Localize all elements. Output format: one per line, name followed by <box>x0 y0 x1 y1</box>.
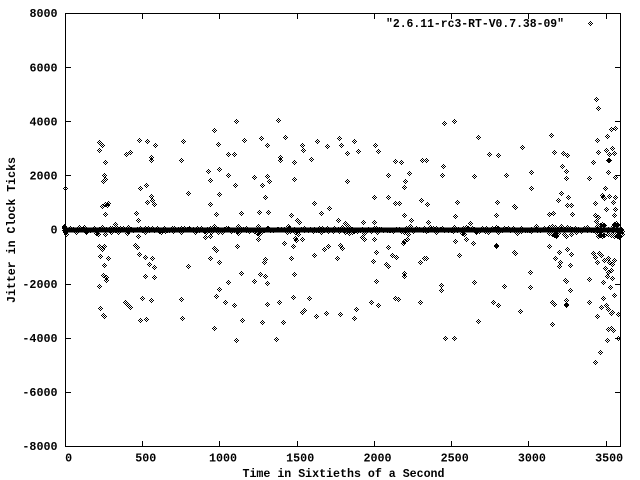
svg-text:4000: 4000 <box>29 116 57 130</box>
svg-text:2000: 2000 <box>363 451 391 465</box>
svg-text:2500: 2500 <box>441 451 469 465</box>
svg-text:1500: 1500 <box>286 451 314 465</box>
svg-text:Jitter in Clock Ticks: Jitter in Clock Ticks <box>5 157 19 303</box>
svg-text:3000: 3000 <box>518 451 546 465</box>
svg-text:1000: 1000 <box>209 451 237 465</box>
svg-text:2000: 2000 <box>29 170 57 184</box>
svg-text:8000: 8000 <box>29 7 57 21</box>
svg-text:"2.6.11-rc3-RT-V0.7.38-09": "2.6.11-rc3-RT-V0.7.38-09" <box>386 17 564 31</box>
svg-text:Time in Sixtieths of a Second: Time in Sixtieths of a Second <box>243 467 445 480</box>
svg-text:3500: 3500 <box>595 451 623 465</box>
svg-text:-6000: -6000 <box>22 386 57 400</box>
svg-text:6000: 6000 <box>29 61 57 75</box>
svg-text:500: 500 <box>135 451 156 465</box>
svg-text:-8000: -8000 <box>22 440 57 454</box>
svg-text:0: 0 <box>65 451 72 465</box>
svg-text:-4000: -4000 <box>22 332 57 346</box>
svg-text:0: 0 <box>50 224 57 238</box>
svg-text:-2000: -2000 <box>22 278 57 292</box>
